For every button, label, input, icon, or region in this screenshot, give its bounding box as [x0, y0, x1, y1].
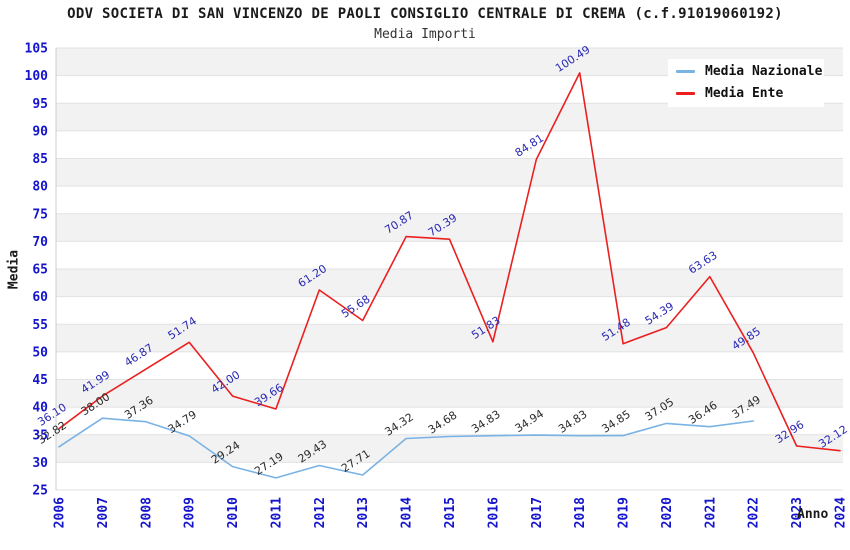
x-tick-label: 2008: [139, 497, 154, 528]
x-tick-label: 2020: [660, 497, 675, 528]
x-tick-label: 2009: [183, 497, 198, 528]
legend-item-media-ente: Media Ente: [676, 86, 824, 101]
plot-band: [56, 269, 843, 297]
legend-label: Media Ente: [705, 86, 784, 101]
y-tick-label: 45: [32, 373, 48, 388]
data-label: 34.94: [513, 407, 546, 435]
series-line-media-ente: [58, 72, 841, 452]
y-axis-title: Media: [6, 249, 22, 290]
y-tick-label: 70: [32, 235, 48, 250]
y-tick-label: 90: [32, 124, 48, 139]
y-tick-label: 55: [32, 318, 48, 333]
y-tick-label: 25: [32, 484, 48, 499]
data-label: 54.39: [643, 300, 676, 328]
x-tick-label: 2019: [617, 497, 632, 528]
x-tick-label: 2011: [269, 497, 284, 528]
y-tick-label: 40: [32, 401, 48, 416]
x-tick-label: 2007: [96, 497, 111, 528]
x-tick-label: 2021: [703, 497, 718, 528]
y-tick-label: 100: [25, 69, 49, 84]
y-tick-label: 30: [32, 456, 48, 471]
y-tick-label: 60: [32, 290, 48, 305]
plot-band: [56, 103, 843, 131]
y-tick-label: 65: [32, 263, 48, 278]
legend: Media Nazionale Media Ente: [668, 59, 824, 107]
chart-subtitle: Media Importi: [374, 27, 476, 42]
y-tick-label: 85: [32, 152, 48, 167]
x-tick-label: 2015: [443, 497, 458, 528]
y-tick-label: 80: [32, 180, 48, 195]
data-label: 34.79: [166, 408, 199, 436]
y-tick-label: 95: [32, 97, 48, 112]
data-label: 34.83: [556, 408, 589, 436]
data-label: 34.83: [469, 408, 502, 436]
legend-item-media-nazionale: Media Nazionale: [676, 64, 824, 79]
x-tick-label: 2017: [530, 497, 545, 528]
x-tick-label: 2018: [573, 497, 588, 528]
plot-band: [56, 434, 843, 463]
plot-band: [56, 379, 843, 408]
data-label: 34.85: [599, 408, 632, 436]
plot-band: [56, 158, 843, 187]
x-tick-label: 2016: [486, 497, 501, 528]
y-tick-label: 105: [25, 42, 48, 57]
x-tick-label: 2013: [356, 497, 371, 528]
x-tick-label: 2024: [834, 497, 849, 528]
plot-band: [56, 324, 843, 352]
legend-swatch-media-nazionale: [676, 70, 695, 73]
legend-swatch-media-ente: [676, 92, 695, 95]
x-tick-label: 2012: [313, 497, 328, 528]
plot-band: [56, 213, 843, 242]
legend-label: Media Nazionale: [705, 64, 823, 79]
data-label: 84.81: [513, 132, 546, 160]
x-tick-label: 2014: [400, 497, 415, 528]
y-tick-label: 35: [32, 428, 48, 443]
chart-title: ODV SOCIETA DI SAN VINCENZO DE PAOLI CON…: [67, 6, 783, 22]
x-axis-title: Anno: [797, 507, 829, 522]
data-label: 34.68: [426, 409, 459, 437]
series-line-media-nazionale: [58, 417, 755, 479]
x-tick-label: 2023: [790, 497, 805, 528]
y-tick-label: 50: [32, 345, 48, 360]
x-tick-label: 2022: [747, 497, 762, 528]
x-tick-label: 2010: [226, 497, 241, 528]
x-tick-label: 2006: [53, 497, 68, 528]
y-tick-label: 75: [32, 207, 48, 222]
